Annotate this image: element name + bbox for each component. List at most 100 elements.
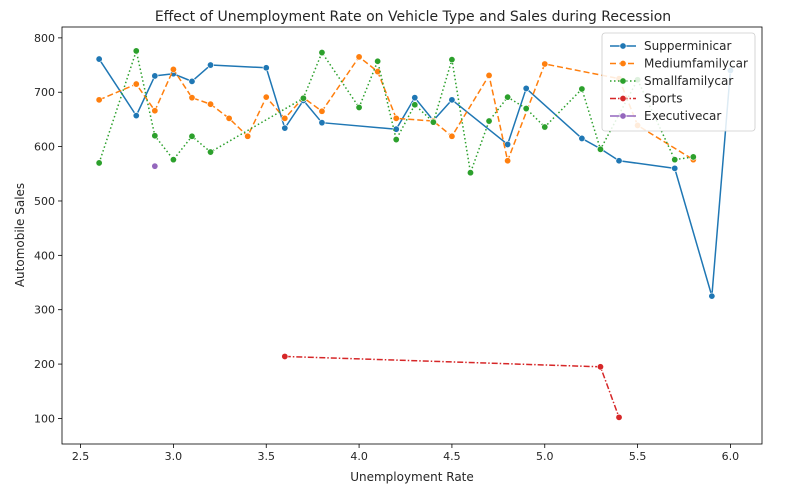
y-tick-label: 100 bbox=[34, 412, 55, 425]
point-mediumfamilycar-16 bbox=[448, 132, 456, 140]
point-supperminicar-7 bbox=[281, 124, 289, 132]
x-tick-label: 4.5 bbox=[443, 450, 461, 463]
legend-marker-mediumfamilycar bbox=[619, 59, 627, 67]
series-executivecar bbox=[151, 162, 159, 170]
legend: Supperminicar Mediumfamilycar Smallfamilyc… bbox=[601, 32, 756, 132]
point-supperminicar-20 bbox=[708, 292, 716, 300]
x-tick-label: 5.5 bbox=[629, 450, 647, 463]
legend-box bbox=[601, 32, 756, 132]
point-mediumfamilycar-4 bbox=[188, 94, 196, 102]
point-smallfamilycar-0 bbox=[95, 159, 103, 167]
legend-item-supperminicar: Supperminicar bbox=[610, 39, 731, 53]
y-tick-label: 300 bbox=[34, 304, 55, 317]
y-tick-label: 800 bbox=[34, 32, 55, 45]
point-smallfamilycar-3 bbox=[169, 156, 177, 164]
legend-label-mediumfamilycar: Mediumfamilycar bbox=[644, 57, 748, 71]
point-smallfamilycar-2 bbox=[151, 132, 159, 140]
point-executivecar-0 bbox=[151, 162, 159, 170]
point-supperminicar-0 bbox=[95, 55, 103, 63]
point-smallfamilycar-23 bbox=[689, 153, 697, 161]
point-smallfamilycar-19 bbox=[578, 85, 586, 93]
legend-marker-smallfamilycar bbox=[619, 77, 627, 85]
legend-label-sports: Sports bbox=[644, 92, 682, 106]
series-sports bbox=[281, 352, 623, 421]
point-smallfamilycar-15 bbox=[485, 117, 493, 125]
point-mediumfamilycar-11 bbox=[318, 107, 326, 115]
point-mediumfamilycar-17 bbox=[485, 71, 493, 79]
point-supperminicar-13 bbox=[448, 96, 456, 104]
legend-marker-sports bbox=[619, 95, 627, 103]
point-supperminicar-19 bbox=[671, 164, 679, 172]
point-supperminicar-9 bbox=[318, 119, 326, 127]
point-mediumfamilycar-9 bbox=[281, 114, 289, 122]
point-smallfamilycar-22 bbox=[671, 156, 679, 164]
point-mediumfamilycar-0 bbox=[95, 96, 103, 104]
point-smallfamilycar-1 bbox=[132, 47, 140, 55]
point-smallfamilycar-13 bbox=[448, 56, 456, 64]
series-line-smallfamilycar bbox=[98, 50, 694, 174]
point-mediumfamilycar-19 bbox=[541, 60, 549, 68]
legend-item-mediumfamilycar: Mediumfamilycar bbox=[610, 57, 748, 71]
point-sports-0 bbox=[281, 352, 289, 360]
point-supperminicar-15 bbox=[522, 84, 530, 92]
series-line-sports bbox=[284, 355, 620, 418]
y-axis: 100 200 300 400 500 600 700 800 bbox=[34, 32, 62, 425]
point-supperminicar-18 bbox=[615, 157, 623, 165]
x-tick-label: 3.5 bbox=[257, 450, 275, 463]
series-line-supperminicar bbox=[98, 58, 732, 297]
point-supperminicar-11 bbox=[411, 94, 419, 102]
x-axis-label: Unemployment Rate bbox=[350, 470, 474, 484]
x-axis: 2.5 3.0 3.5 4.0 4.5 5.0 5.5 6.0 bbox=[72, 444, 739, 463]
point-supperminicar-14 bbox=[504, 140, 512, 148]
series-smallfamilycar bbox=[95, 47, 697, 177]
point-mediumfamilycar-18 bbox=[504, 157, 512, 165]
plot-frame bbox=[61, 26, 763, 445]
point-smallfamilycar-7 bbox=[318, 49, 326, 57]
x-tick-label: 4.0 bbox=[350, 450, 368, 463]
point-sports-2 bbox=[615, 413, 623, 421]
point-smallfamilycar-5 bbox=[207, 148, 215, 156]
point-smallfamilycar-8 bbox=[355, 103, 363, 111]
point-mediumfamilycar-14 bbox=[392, 114, 400, 122]
point-supperminicar-5 bbox=[207, 61, 215, 69]
point-supperminicar-10 bbox=[392, 125, 400, 133]
x-tick-label: 5.0 bbox=[536, 450, 554, 463]
y-axis-label: Automobile Sales bbox=[13, 183, 27, 287]
x-tick-label: 6.0 bbox=[722, 450, 740, 463]
y-tick-label: 400 bbox=[34, 249, 55, 262]
y-tick-label: 700 bbox=[34, 86, 55, 99]
y-tick-label: 500 bbox=[34, 195, 55, 208]
legend-marker-supperminicar bbox=[619, 42, 627, 50]
point-sports-1 bbox=[596, 363, 604, 371]
point-smallfamilycar-4 bbox=[188, 132, 196, 140]
point-mediumfamilycar-6 bbox=[225, 114, 233, 122]
point-mediumfamilycar-2 bbox=[151, 107, 159, 115]
legend-label-supperminicar: Supperminicar bbox=[644, 39, 731, 53]
point-smallfamilycar-16 bbox=[504, 93, 512, 101]
x-tick-label: 2.5 bbox=[72, 450, 90, 463]
point-supperminicar-1 bbox=[132, 112, 140, 120]
legend-label-executivecar: Executivecar bbox=[644, 109, 721, 123]
point-smallfamilycar-12 bbox=[429, 118, 437, 126]
x-tick-label: 3.0 bbox=[165, 450, 183, 463]
point-smallfamilycar-10 bbox=[392, 136, 400, 144]
legend-label-smallfamilycar: Smallfamilycar bbox=[644, 74, 733, 88]
legend-marker-executivecar bbox=[619, 112, 627, 120]
y-tick-label: 600 bbox=[34, 141, 55, 154]
point-mediumfamilycar-1 bbox=[132, 80, 140, 88]
chart-title: Effect of Unemployment Rate on Vehicle T… bbox=[155, 9, 671, 25]
point-mediumfamilycar-12 bbox=[355, 53, 363, 61]
point-mediumfamilycar-8 bbox=[262, 93, 270, 101]
legend-item-sports: Sports bbox=[610, 92, 682, 106]
point-supperminicar-2 bbox=[151, 72, 159, 80]
point-smallfamilycar-20 bbox=[596, 145, 604, 153]
point-mediumfamilycar-5 bbox=[207, 100, 215, 108]
point-supperminicar-16 bbox=[578, 134, 586, 142]
point-smallfamilycar-18 bbox=[541, 123, 549, 131]
point-supperminicar-6 bbox=[262, 64, 270, 72]
y-tick-label: 200 bbox=[34, 358, 55, 371]
point-smallfamilycar-9 bbox=[374, 57, 382, 65]
plot-area bbox=[95, 47, 734, 421]
point-smallfamilycar-11 bbox=[411, 101, 419, 109]
